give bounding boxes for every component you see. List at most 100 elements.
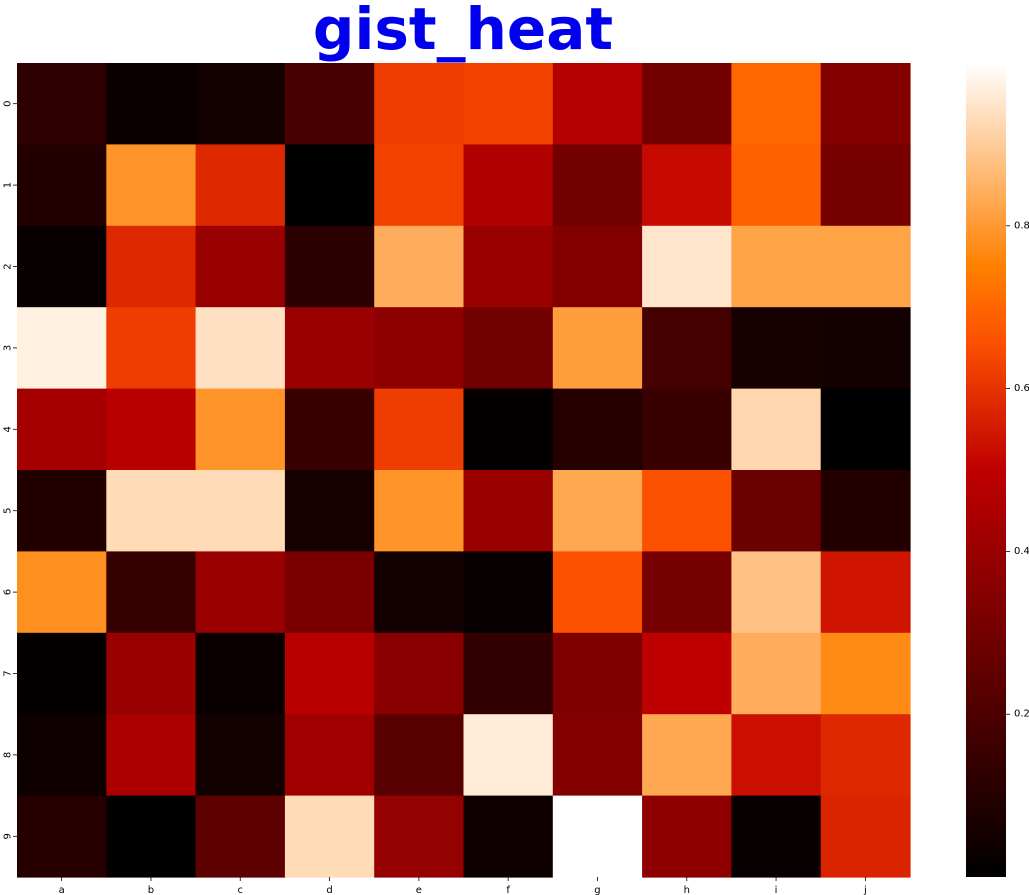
heatmap-cell bbox=[552, 225, 643, 308]
heatmap-cell bbox=[284, 144, 375, 227]
heatmap-cell bbox=[463, 63, 554, 145]
heatmap-cell bbox=[463, 714, 554, 797]
heatmap-cell bbox=[195, 632, 286, 715]
heatmap-cell bbox=[17, 307, 107, 390]
heatmap-cell bbox=[195, 714, 286, 797]
x-tick-label: b bbox=[148, 885, 154, 895]
heatmap-cell bbox=[552, 795, 643, 878]
heatmap-cell bbox=[284, 307, 375, 390]
chart-title: gist_heat bbox=[313, 0, 613, 63]
heatmap-cell bbox=[820, 144, 911, 227]
heatmap-cell bbox=[552, 144, 643, 227]
heatmap-cell bbox=[17, 144, 107, 227]
heatmap-cell bbox=[106, 795, 197, 878]
heatmap-cell bbox=[731, 470, 822, 552]
heatmap-cell bbox=[552, 63, 643, 145]
heatmap-cell bbox=[106, 63, 197, 145]
y-tick-label: 6 bbox=[3, 589, 14, 595]
heatmap-cell bbox=[463, 795, 554, 878]
heatmap-cell bbox=[17, 63, 107, 145]
x-tick-label: c bbox=[238, 885, 244, 895]
heatmap-cell bbox=[820, 795, 911, 878]
y-tick-label: 5 bbox=[3, 508, 14, 514]
heatmap-cell bbox=[642, 144, 732, 227]
heatmap-cell bbox=[463, 307, 554, 390]
x-tick-label: h bbox=[684, 885, 690, 895]
heatmap-cell bbox=[463, 388, 554, 471]
heatmap-cell bbox=[820, 714, 911, 797]
heatmap-cell bbox=[642, 225, 732, 308]
heatmap-cell bbox=[374, 632, 465, 715]
y-tick-label: 9 bbox=[3, 833, 14, 839]
heatmap-cell bbox=[374, 388, 465, 471]
heatmap-cell bbox=[195, 225, 286, 308]
heatmap-cell bbox=[731, 551, 822, 634]
heatmap-cell bbox=[463, 225, 554, 308]
heatmap-cell bbox=[642, 795, 732, 878]
heatmap-cell bbox=[642, 63, 732, 145]
x-tick-label: g bbox=[594, 885, 600, 895]
heatmap-cell bbox=[17, 714, 107, 797]
x-tick-label: f bbox=[506, 885, 510, 895]
heatmap-cell bbox=[374, 63, 465, 145]
heatmap-cell bbox=[642, 470, 732, 552]
heatmap-cell bbox=[552, 632, 643, 715]
heatmap-cell bbox=[106, 632, 197, 715]
heatmap-cell bbox=[106, 225, 197, 308]
heatmap-cell bbox=[642, 551, 732, 634]
heatmap-cell bbox=[552, 470, 643, 552]
heatmap-cell bbox=[195, 63, 286, 145]
heatmap-cell bbox=[820, 632, 911, 715]
heatmap-cell bbox=[552, 551, 643, 634]
x-tick-label: a bbox=[59, 885, 65, 895]
heatmap-cell bbox=[195, 470, 286, 552]
heatmap-cell bbox=[374, 714, 465, 797]
heatmap-cell bbox=[106, 307, 197, 390]
y-axis: 0 1 2 3 4 5 6 7 8 9 bbox=[3, 101, 17, 839]
colorbar-tick-label: 0.8 bbox=[1014, 220, 1029, 231]
heatmap-cell bbox=[820, 388, 911, 471]
heatmap-cell bbox=[284, 470, 375, 552]
heatmap-cell bbox=[552, 388, 643, 471]
heatmap-cell bbox=[731, 388, 822, 471]
heatmap-cell bbox=[820, 63, 911, 145]
heatmap-cell bbox=[642, 307, 732, 390]
colorbar-gradient bbox=[966, 63, 1006, 877]
heatmap-cell bbox=[195, 795, 286, 878]
heatmap-cell bbox=[284, 225, 375, 308]
heatmap-cell bbox=[374, 225, 465, 308]
heatmap-cell bbox=[374, 795, 465, 878]
heatmap-cells bbox=[17, 63, 911, 878]
colorbar-tick-label: 0.2 bbox=[1014, 709, 1029, 720]
colorbar: 0.2 0.4 0.6 0.8 bbox=[966, 63, 1029, 877]
heatmap-cell bbox=[731, 795, 822, 878]
heatmap-cell bbox=[106, 551, 197, 634]
y-tick-label: 0 bbox=[3, 101, 14, 107]
heatmap-cell bbox=[17, 470, 107, 552]
heatmap-cell bbox=[552, 307, 643, 390]
heatmap-cell bbox=[17, 551, 107, 634]
x-tick-label: e bbox=[416, 885, 422, 895]
heatmap-cell bbox=[17, 225, 107, 308]
colorbar-tick-label: 0.4 bbox=[1014, 546, 1029, 557]
heatmap-cell bbox=[195, 144, 286, 227]
x-tick-label: i bbox=[775, 885, 778, 895]
y-tick-label: 1 bbox=[3, 182, 14, 188]
heatmap-cell bbox=[820, 551, 911, 634]
y-tick-label: 4 bbox=[3, 426, 14, 432]
heatmap-cell bbox=[642, 632, 732, 715]
heatmap-cell bbox=[17, 388, 107, 471]
heatmap-cell bbox=[374, 470, 465, 552]
heatmap-cell bbox=[642, 714, 732, 797]
heatmap-cell bbox=[374, 307, 465, 390]
heatmap-cell bbox=[284, 551, 375, 634]
heatmap-cell bbox=[284, 795, 375, 878]
heatmap-cell bbox=[284, 632, 375, 715]
heatmap-cell bbox=[463, 551, 554, 634]
heatmap-cell bbox=[106, 144, 197, 227]
heatmap-cell bbox=[463, 632, 554, 715]
heatmap-cell bbox=[195, 307, 286, 390]
x-tick-label: j bbox=[863, 885, 867, 895]
heatmap-cell bbox=[374, 551, 465, 634]
